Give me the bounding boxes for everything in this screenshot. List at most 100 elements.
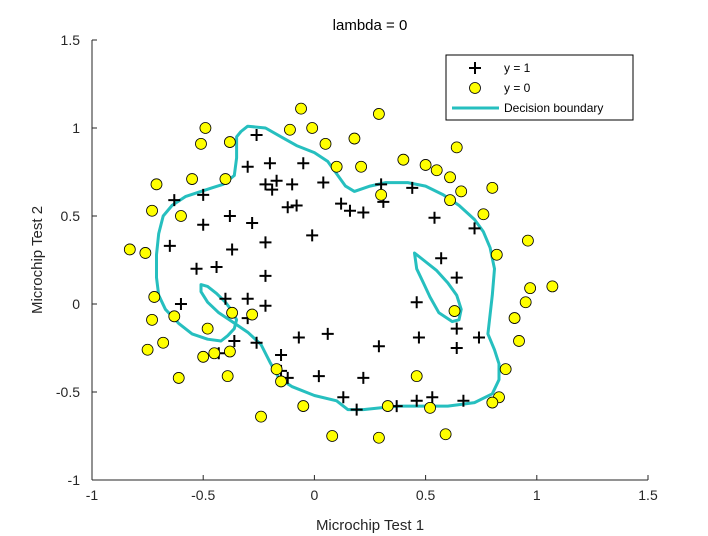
data-point-y0 [223, 345, 236, 358]
y-tick-label: -0.5 [56, 384, 80, 400]
data-point-y1 [406, 181, 419, 194]
data-point-y0 [201, 322, 214, 335]
data-point-y0 [150, 178, 163, 191]
data-point-y1 [290, 199, 303, 212]
data-point-y1 [297, 157, 310, 170]
data-point-y1 [246, 217, 259, 230]
data-point-y1 [375, 178, 388, 191]
data-point-y0 [444, 171, 456, 184]
data-point-y0 [477, 208, 490, 221]
data-point-y0 [123, 243, 136, 256]
data-point-y0 [221, 370, 234, 383]
data-point-y0 [146, 204, 158, 217]
x-tick-label: -1 [86, 487, 99, 503]
data-point-y0 [148, 291, 161, 303]
data-points-layer [123, 102, 559, 444]
data-point-y1 [312, 370, 325, 383]
data-point-y0 [450, 141, 463, 154]
data-point-y1 [259, 236, 272, 249]
data-point-y0 [168, 310, 181, 323]
data-point-y1 [317, 176, 330, 189]
data-point-y1 [410, 296, 423, 309]
data-point-y1 [263, 157, 276, 170]
data-point-y0 [381, 400, 394, 412]
data-point-y0 [499, 363, 512, 376]
data-point-y0 [226, 306, 239, 319]
data-point-y1 [450, 322, 463, 335]
data-point-y0 [419, 159, 432, 171]
data-point-y0 [455, 185, 468, 198]
decision-boundary-curve-2 [413, 251, 463, 324]
data-point-y0 [424, 401, 436, 414]
data-point-y1 [357, 206, 370, 219]
data-point-y0 [355, 160, 368, 173]
data-point-y0 [372, 108, 385, 120]
data-point-y0 [219, 173, 232, 185]
legend-marker-plus [469, 62, 481, 74]
legend-entry-label: y = 0 [504, 81, 531, 95]
data-point-y1 [472, 331, 485, 344]
data-point-y0 [546, 280, 559, 293]
data-point-y1 [468, 222, 481, 235]
data-point-y1 [350, 403, 363, 416]
data-point-y0 [195, 137, 207, 150]
data-point-y1 [226, 243, 239, 256]
chart-title: lambda = 0 [333, 17, 408, 34]
data-point-y0 [246, 308, 259, 321]
data-point-y1 [343, 204, 356, 217]
data-point-y0 [522, 234, 534, 247]
data-point-y0 [348, 132, 361, 145]
data-point-y0 [295, 102, 307, 115]
x-axis-label: Microchip Test 1 [316, 517, 424, 534]
data-point-y1 [281, 201, 294, 214]
data-point-y0 [508, 312, 521, 324]
data-point-y1 [450, 342, 463, 354]
data-point-y1 [292, 331, 305, 344]
data-point-y0 [199, 122, 212, 134]
legend-entry-label: y = 1 [504, 61, 531, 75]
data-point-y1 [250, 336, 263, 349]
data-point-y0 [255, 410, 267, 423]
data-point-y1 [259, 299, 272, 312]
data-point-y0 [197, 350, 210, 363]
y-tick-label: -1 [68, 472, 81, 488]
decision-boundary-curve-1 [155, 124, 501, 412]
data-point-y0 [519, 296, 532, 309]
y-tick-label: 0 [72, 296, 80, 312]
data-point-y1 [428, 211, 441, 224]
data-point-y1 [337, 391, 350, 404]
data-point-y0 [146, 313, 158, 326]
data-point-y1 [410, 394, 423, 407]
data-point-y1 [275, 349, 288, 362]
data-point-y0 [175, 210, 187, 222]
data-point-y1 [286, 178, 299, 191]
x-tick-label: 0.5 [416, 487, 436, 503]
data-point-y1 [250, 129, 263, 142]
data-point-y0 [524, 282, 537, 295]
data-point-y1 [174, 298, 187, 310]
data-point-y1 [228, 334, 241, 347]
data-point-y1 [357, 371, 370, 384]
x-tick-label: -0.5 [191, 487, 215, 503]
data-point-y0 [306, 122, 319, 134]
x-tick-label: 1.5 [638, 487, 658, 503]
data-point-y1 [270, 174, 283, 187]
x-tick-label: 0 [311, 487, 319, 503]
data-point-y0 [284, 123, 296, 136]
data-point-y0 [372, 431, 385, 444]
data-point-y0 [397, 153, 410, 166]
data-point-y1 [197, 218, 210, 231]
data-point-y1 [197, 188, 210, 201]
data-point-y0 [439, 428, 452, 441]
data-point-y0 [319, 137, 332, 150]
data-point-y1 [426, 391, 439, 404]
data-point-y0 [375, 188, 388, 201]
data-point-y1 [210, 261, 223, 274]
data-point-y1 [163, 239, 176, 252]
data-point-y0 [139, 247, 152, 259]
data-point-y1 [219, 292, 232, 305]
data-point-y1 [190, 262, 203, 275]
data-point-y0 [326, 430, 339, 442]
data-point-y0 [141, 343, 154, 356]
y-tick-label: 1 [72, 120, 80, 136]
